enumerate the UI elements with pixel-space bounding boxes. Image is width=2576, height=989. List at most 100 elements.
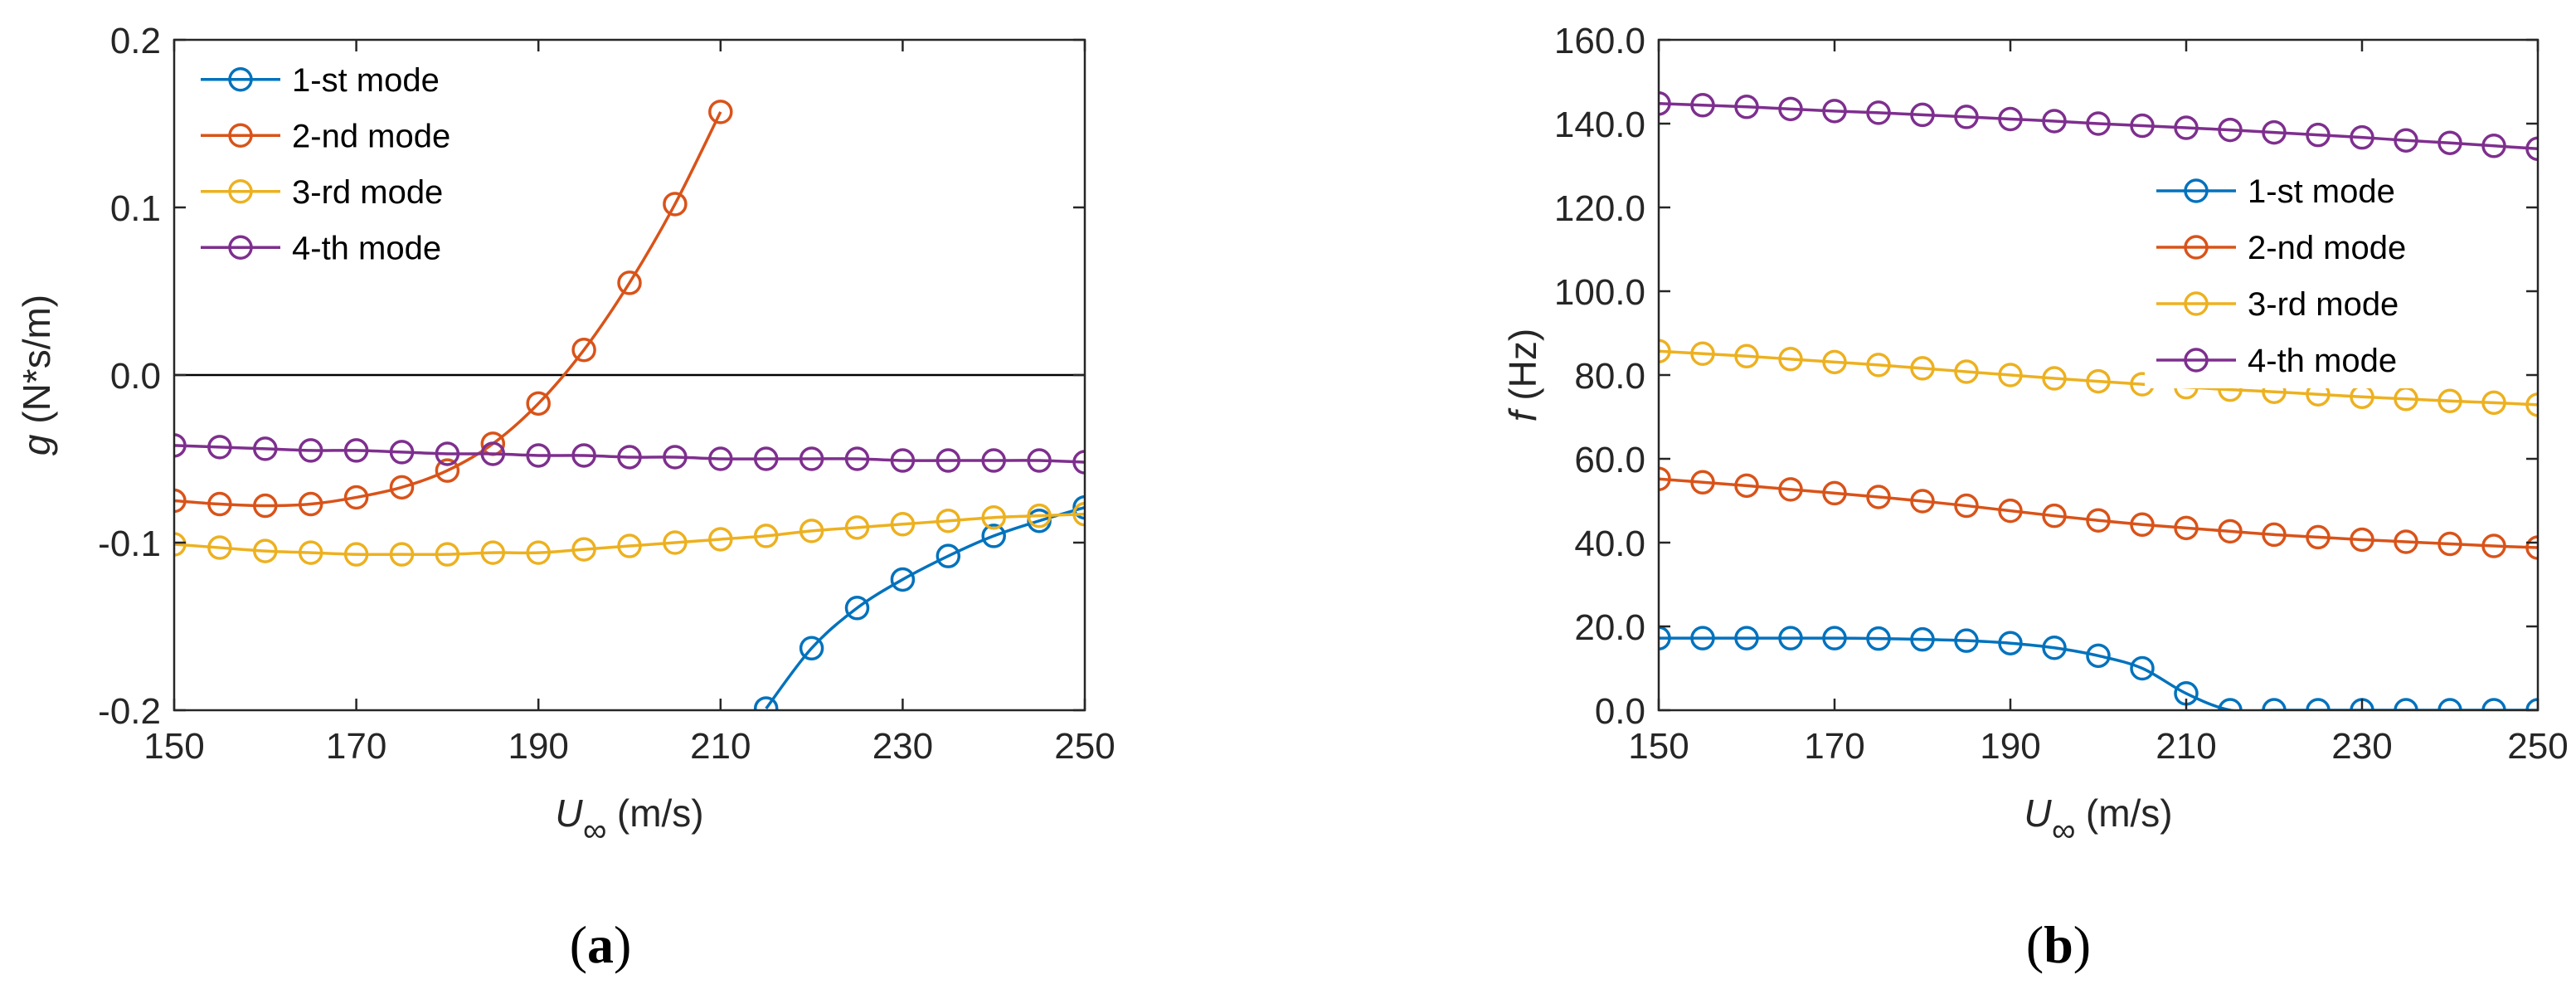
plot-area-a xyxy=(174,100,1085,710)
data-point-a-4-21 xyxy=(1072,450,1085,475)
y-axis-variable-a: g xyxy=(15,434,58,456)
data-point-a-4-17 xyxy=(890,448,916,473)
data-point-a-4-20 xyxy=(1027,448,1052,473)
data-point-a-3-1 xyxy=(174,532,187,557)
data-point-b-1-18 xyxy=(2394,698,2418,710)
plot-area-b xyxy=(1659,91,2538,710)
x-tick-label-a-2: 170 xyxy=(326,726,386,767)
x-axis-unit-a: (m/s) xyxy=(606,792,704,835)
legend-marker-a-4 xyxy=(228,235,253,260)
x-axis-label-b: U∞ (m/s) xyxy=(2024,792,2172,849)
y-tick-label-b-2: 20.0 xyxy=(1574,607,1645,648)
legend-label-a-2: 2-nd mode xyxy=(292,118,450,154)
data-point-a-3-17 xyxy=(890,512,916,537)
data-point-b-3-2 xyxy=(1690,341,1715,366)
data-point-a-3-3 xyxy=(253,538,278,563)
data-point-b-3-19 xyxy=(2437,388,2462,414)
x-axis-subscript-a: ∞ xyxy=(583,812,607,849)
data-point-b-3-20 xyxy=(2481,390,2506,416)
data-point-b-4-12 xyxy=(2130,113,2155,139)
data-point-b-2-3 xyxy=(1734,473,1759,499)
x-tick-label-a-5: 230 xyxy=(872,726,933,767)
legend-marker-a-3 xyxy=(228,179,253,204)
data-point-b-2-12 xyxy=(2130,512,2155,538)
data-point-b-3-5 xyxy=(1822,349,1847,375)
x-tick-label-a-4: 210 xyxy=(690,726,751,767)
data-point-b-1-3 xyxy=(1734,626,1759,650)
legend-label-a-1: 1-st mode xyxy=(292,62,440,99)
ticks-a: 150 170 190 210 230 250 -0.2 -0.1 0.0 0.1 0.2 xyxy=(98,21,1115,767)
y-tick-label-b-6: 100.0 xyxy=(1554,272,1645,313)
data-point-b-3-3 xyxy=(1734,343,1759,369)
data-point-b-4-19 xyxy=(2437,130,2462,155)
x-tick-label-b-2: 170 xyxy=(1804,726,1864,767)
data-point-a-2-5 xyxy=(343,485,369,510)
data-point-b-1-1 xyxy=(1659,626,1671,650)
data-point-b-3-11 xyxy=(2086,368,2111,394)
x-axis-variable-a: U xyxy=(555,792,583,835)
data-point-b-2-6 xyxy=(1866,485,1891,509)
data-point-b-4-13 xyxy=(2174,115,2199,140)
panel-letter-b: b xyxy=(2044,915,2073,974)
data-point-a-2-12 xyxy=(663,192,688,217)
data-point-b-1-20 xyxy=(2481,698,2506,710)
data-point-b-2-13 xyxy=(2174,515,2199,541)
data-point-b-3-21 xyxy=(2525,392,2538,417)
y-tick-label-a-2: -0.1 xyxy=(98,524,161,564)
data-point-b-3-8 xyxy=(1954,359,1979,384)
data-point-b-2-15 xyxy=(2262,522,2287,548)
data-point-b-3-7 xyxy=(1910,356,1935,381)
data-point-b-4-16 xyxy=(2306,122,2331,148)
panel-letter-a: a xyxy=(587,915,614,974)
data-point-b-4-6 xyxy=(1866,100,1891,125)
y-tick-label-a-4: 0.1 xyxy=(110,188,161,229)
data-point-b-1-4 xyxy=(1778,626,1803,650)
data-point-b-4-18 xyxy=(2394,128,2418,153)
data-point-b-1-2 xyxy=(1690,626,1715,650)
y-tick-label-a-5: 0.2 xyxy=(110,21,161,61)
data-point-b-4-8 xyxy=(1954,105,1979,129)
data-point-a-3-14 xyxy=(753,524,779,548)
data-point-a-1-6 xyxy=(981,524,1006,548)
series-line-a-4 xyxy=(174,444,1085,464)
data-point-a-3-10 xyxy=(571,537,596,562)
y-axis-variable-b: f xyxy=(1501,407,1544,421)
y-tick-label-b-7: 120.0 xyxy=(1554,188,1645,229)
data-point-a-4-1 xyxy=(174,433,187,458)
data-point-a-4-4 xyxy=(298,438,323,463)
data-point-b-1-12 xyxy=(2130,655,2155,681)
data-point-b-2-21 xyxy=(2525,535,2538,560)
data-point-a-3-9 xyxy=(526,540,551,565)
data-point-a-2-1 xyxy=(174,488,187,514)
data-point-a-3-8 xyxy=(480,540,506,565)
data-point-b-1-8 xyxy=(1954,628,1979,653)
y-tick-label-a-1: -0.2 xyxy=(98,691,161,732)
data-point-a-4-9 xyxy=(526,443,551,468)
data-point-b-4-10 xyxy=(2042,109,2067,134)
data-point-a-3-6 xyxy=(389,542,415,567)
data-point-a-4-6 xyxy=(389,440,415,465)
x-axis-unit-b: (m/s) xyxy=(2075,792,2173,835)
data-point-b-4-2 xyxy=(1690,93,1715,118)
chart-panel-a: 150 170 190 210 230 250 -0.2 -0.1 0.0 0.1 0.2 1-st… xyxy=(15,21,1115,974)
data-point-a-3-12 xyxy=(663,530,688,555)
x-tick-label-b-6: 250 xyxy=(2507,726,2568,767)
data-point-a-3-2 xyxy=(207,535,232,560)
data-point-a-4-5 xyxy=(343,438,369,463)
x-tick-label-a-1: 150 xyxy=(143,726,204,767)
data-point-b-4-14 xyxy=(2218,117,2243,143)
y-tick-label-b-8: 140.0 xyxy=(1554,105,1645,145)
data-point-b-3-4 xyxy=(1778,347,1803,372)
data-point-b-3-10 xyxy=(2042,366,2067,391)
data-point-b-4-7 xyxy=(1910,102,1935,128)
data-point-a-2-13 xyxy=(708,100,733,124)
legend-marker-a-1 xyxy=(228,67,253,92)
series-line-b-3 xyxy=(1659,349,2538,407)
data-point-b-1-15 xyxy=(2262,698,2287,710)
y-tick-label-b-9: 160.0 xyxy=(1554,21,1645,61)
data-point-a-1-3 xyxy=(844,596,870,621)
y-tick-label-a-3: 0.0 xyxy=(110,356,161,397)
data-point-a-3-16 xyxy=(844,515,870,540)
legend-label-b-4: 4-th mode xyxy=(2248,343,2397,379)
